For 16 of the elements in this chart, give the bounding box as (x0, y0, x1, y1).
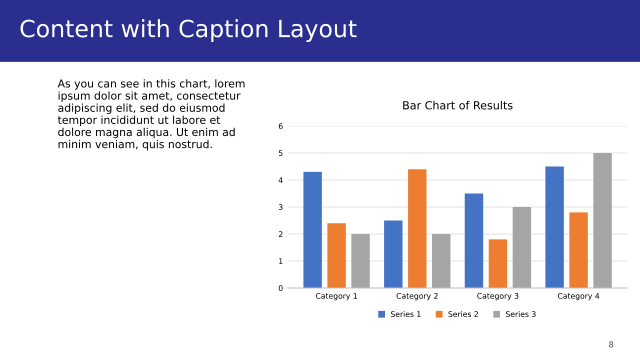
bar (408, 169, 426, 288)
bar (488, 239, 508, 288)
text: As you can see in this chart, lorem ipsum dolor sit amet, consectetur adipiscing elit, sed do eiusmod tempor incididunt ut labore et dolore magna aliqua. Ut enim ad minim veniam, quis nostrud. (58, 79, 244, 150)
chart-title: Bar Chart of Results (403, 100, 513, 110)
text: 8 (609, 341, 614, 348)
bar (593, 153, 612, 288)
bar (569, 212, 588, 288)
bar (545, 166, 564, 288)
bar (351, 234, 370, 288)
text: Content with Caption Layout (20, 19, 357, 42)
bar (432, 234, 450, 288)
bar (512, 207, 532, 288)
bar (303, 172, 322, 288)
bar (327, 223, 346, 288)
bar (384, 220, 403, 288)
bar (464, 194, 484, 288)
